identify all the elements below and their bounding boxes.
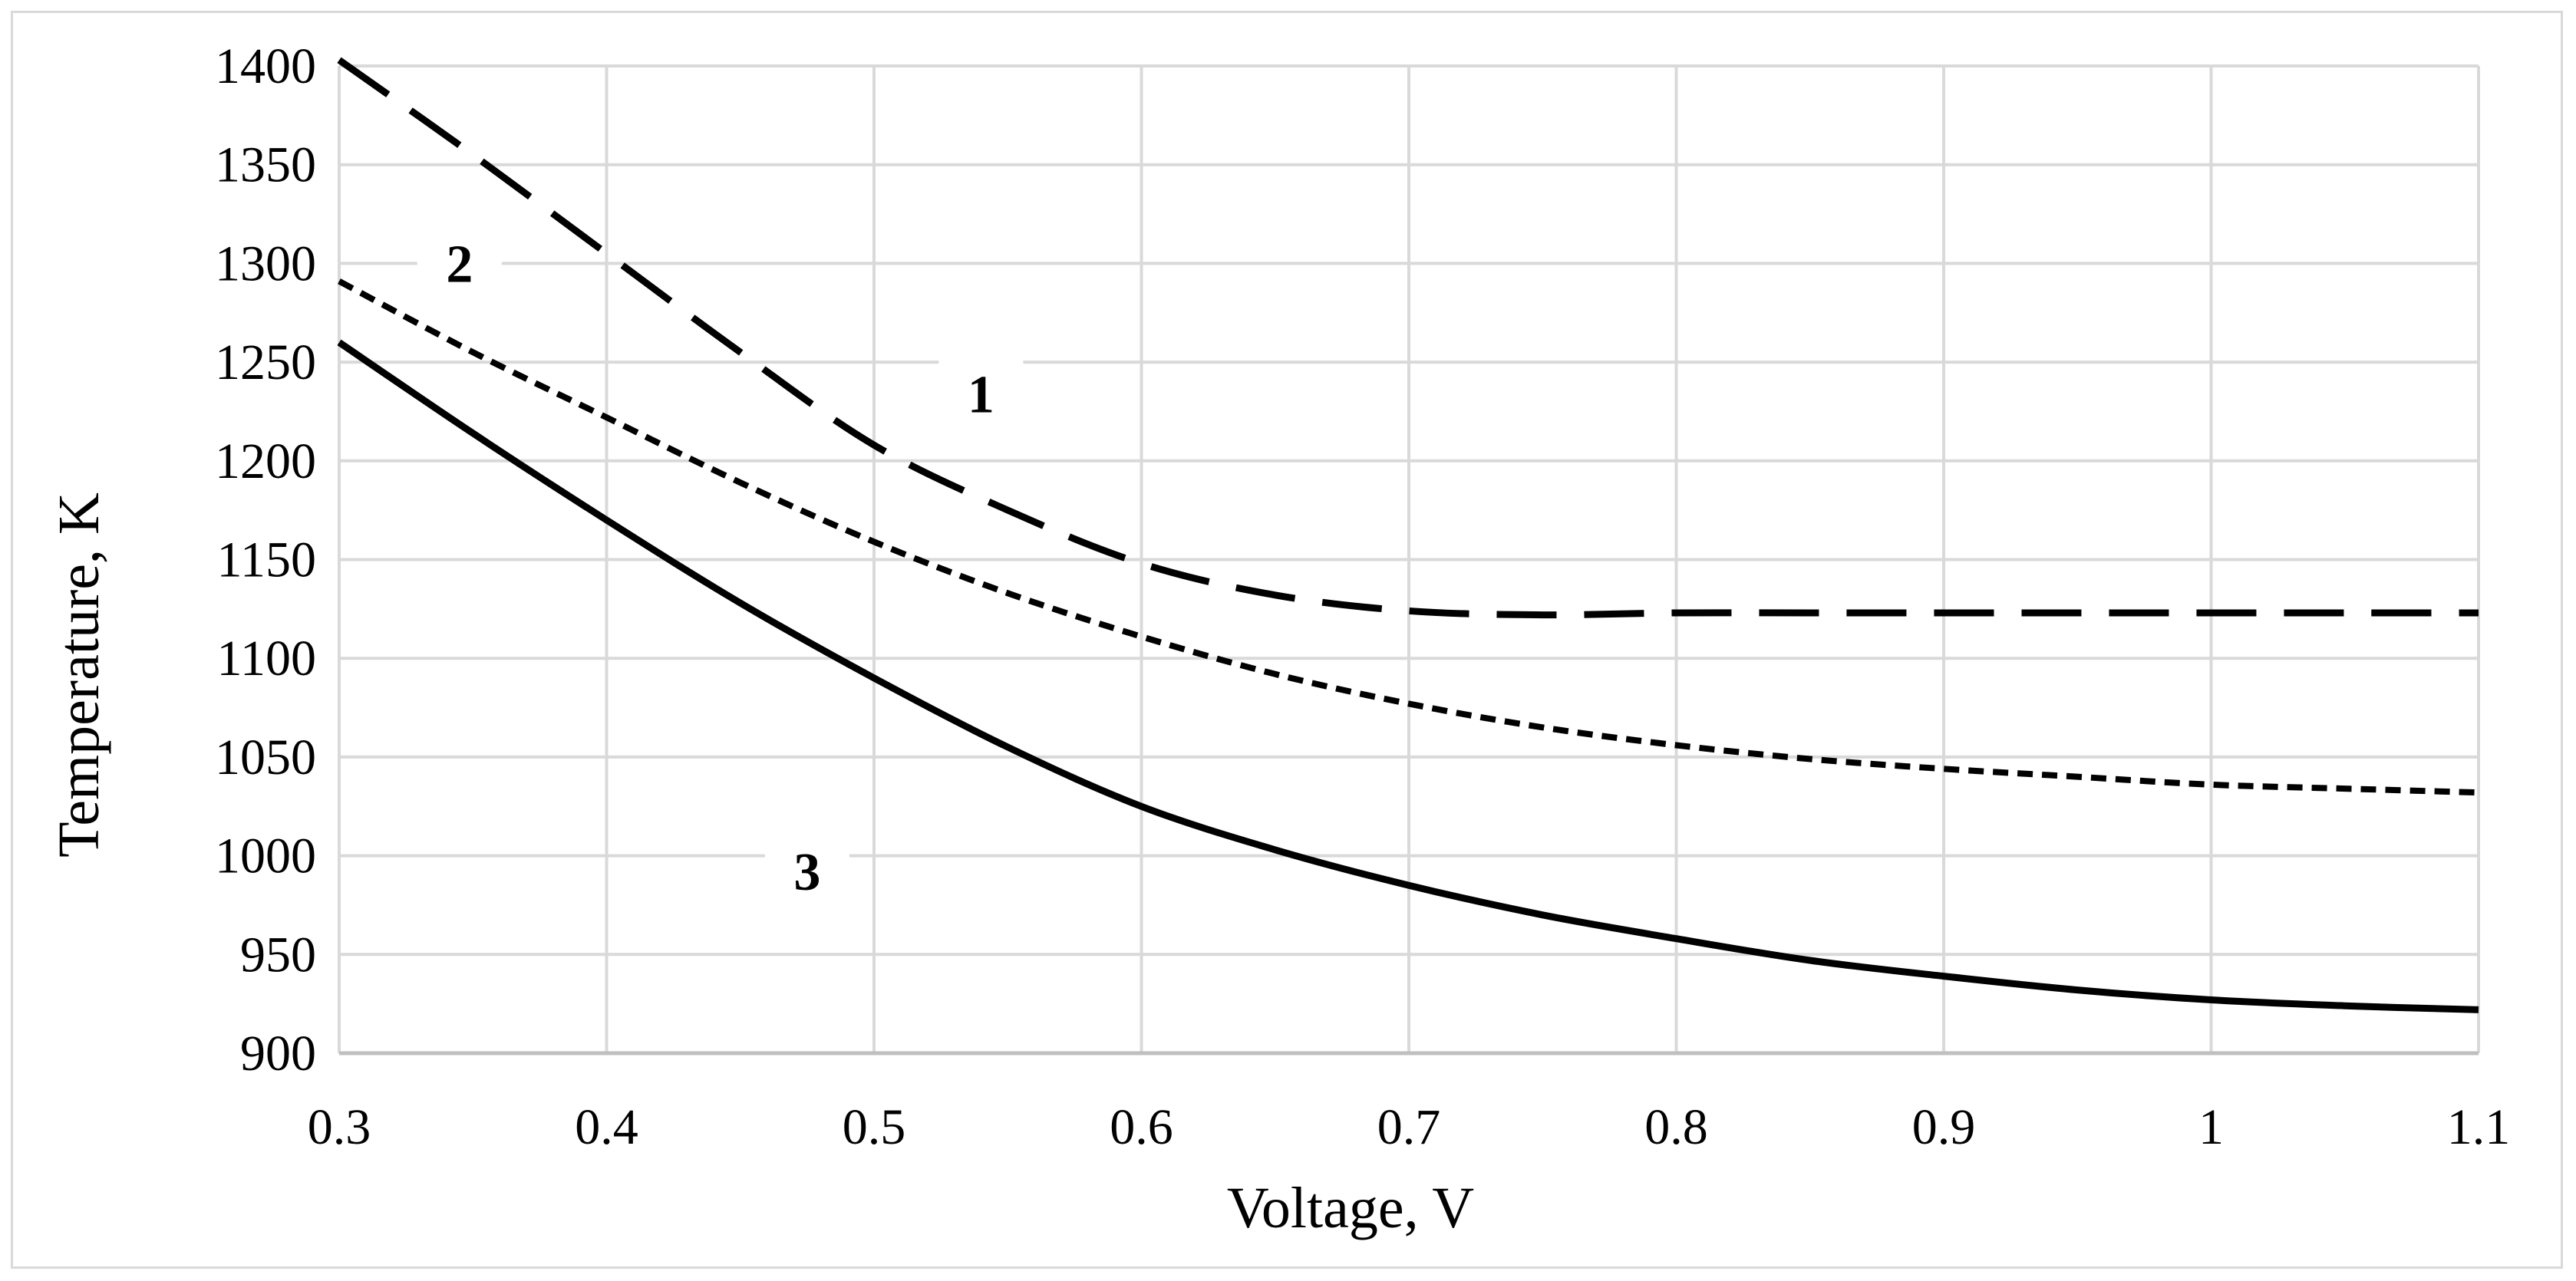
x-tick-label: 0.6 [1110,1099,1173,1155]
x-axis-title: Voltage, V [1227,1176,1474,1240]
series-layer [337,57,2479,1013]
y-tick-label: 1300 [215,235,316,291]
x-tick-label: 1.1 [2447,1099,2511,1155]
series-2-line [338,278,2479,796]
y-tick-label: 900 [240,1026,316,1082]
y-tick-label: 1400 [215,38,316,94]
x-tick-label: 0.4 [575,1099,638,1155]
y-tick-label: 1100 [216,631,316,687]
grid-layer [338,64,2480,1053]
x-tick-label: 0.5 [843,1099,906,1155]
x-tick-label: 0.8 [1644,1099,1708,1155]
x-tick-label: 0.3 [308,1099,371,1155]
x-tick-label: 0.7 [1377,1099,1441,1155]
x-tick-label: 0.9 [1912,1099,1976,1155]
y-tick-label: 1200 [215,433,316,489]
series-3-line [337,339,2479,1013]
chart-frame [11,11,2563,1269]
series-3-label: 3 [793,843,820,902]
y-tick-label: 1050 [215,729,316,785]
y-tick-label: 1000 [215,828,316,884]
y-axis-title: Temperature, K [47,492,111,858]
y-tick-label: 1150 [216,532,316,588]
series-1-line [337,57,2479,619]
y-tick-label: 1350 [215,137,316,193]
series-2-label: 2 [446,235,473,294]
series-3-label-bg [764,829,849,907]
series-1-label: 1 [968,365,994,424]
label-layer: Voltage, V Temperature, K 900 950 1000 1050… [47,38,2510,1240]
y-tick-label: 950 [240,927,316,983]
series-1-label-bg [938,351,1024,429]
series-2-label-bg [417,221,502,298]
y-tick-label: 1250 [215,334,316,390]
x-tick-label: 1 [2198,1099,2224,1155]
